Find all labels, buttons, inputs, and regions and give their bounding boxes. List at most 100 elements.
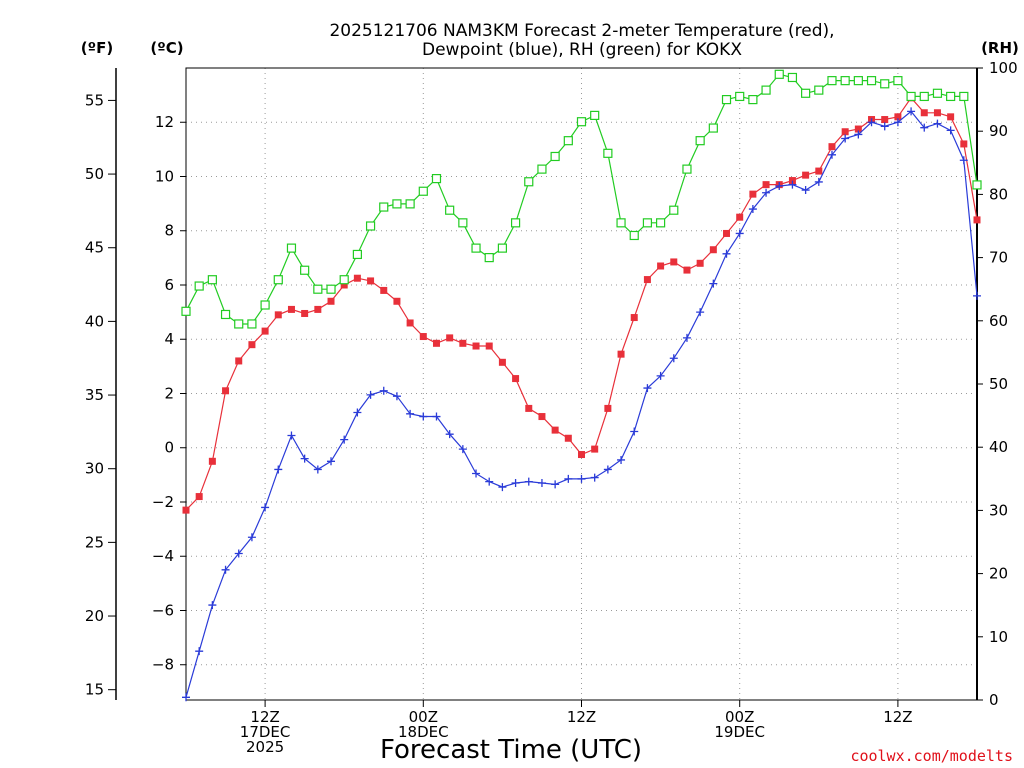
2-meter-temperature-point [630,314,638,322]
dewpoint-point [406,409,415,418]
relative-humidity-point [405,199,415,209]
relative-humidity-point [669,205,679,215]
dewpoint-point [458,445,467,454]
relative-humidity-point [959,91,969,102]
relative-humidity-point [576,117,587,127]
chart-title-line-2: Dewpoint (blue), RH (green) for KOKX [422,40,742,60]
2-meter-temperature-point [564,434,572,442]
celsius-tick-label: 6 [164,276,174,294]
x-tick-label: 2025 [246,738,284,756]
celsius-tick-label: 8 [164,222,174,240]
2-meter-temperature-point [222,387,230,395]
2-meter-temperature-point [591,445,599,453]
celsius-tick-label: −4 [152,547,174,565]
data-series [181,69,982,702]
relative-humidity-point [695,136,705,146]
dewpoint-point [669,354,678,363]
dewpoint-point [485,477,494,486]
relative-humidity-point [721,94,732,105]
dewpoint-point [551,480,560,489]
2-meter-temperature-point [788,177,796,185]
dewpoint-point [696,308,705,317]
dewpoint-point [841,134,850,143]
chart-title-line-1: 2025121706 NAM3KM Forecast 2-meter Tempe… [329,21,834,41]
dewpoint-point [854,130,863,139]
celsius-tick-label: 0 [164,439,174,457]
relative-humidity-point [458,218,468,228]
relative-humidity-point [590,110,600,121]
dewpoint-point [221,565,230,574]
2-meter-temperature-point [657,262,665,270]
dewpoint-point [762,188,771,197]
dewpoint-point [392,392,401,401]
relative-humidity-point [524,177,534,187]
x-tick-label: 18DEC [398,723,449,741]
2-meter-temperature-point [854,125,862,133]
2-meter-temperature-point [432,339,440,347]
relative-humidity-point [932,88,943,98]
relative-humidity-point [972,180,982,190]
relative-humidity-point [880,79,890,89]
relative-humidity-line [185,73,978,325]
x-tick-label: 00Z [409,708,438,726]
relative-humidity-point [181,306,191,316]
relative-humidity-point [431,174,442,184]
2-meter-temperature-point [314,305,322,313]
dewpoint-point [274,465,283,474]
2-meter-temperature-point [643,276,651,284]
rh-tick-label: 40 [989,438,1008,456]
relative-humidity-point [708,123,718,133]
axes: 152025303540455055−8−6−4−202468101201020… [85,59,1018,756]
2-meter-temperature-point [749,190,757,198]
dewpoint-point [366,390,375,399]
rh-tick-label: 100 [989,59,1018,77]
celsius-tick-label: 2 [164,384,174,402]
rh-tick-label: 10 [989,628,1008,646]
rh-tick-label: 0 [989,691,999,709]
2-meter-temperature-point [841,128,849,136]
dewpoint-point [814,177,823,186]
dewpoint-point [353,408,362,417]
relative-humidity-point [286,243,297,253]
2-meter-temperature-point [353,274,361,282]
celsius-unit-label: (ºC) [150,39,183,57]
2-meter-temperature-point [485,342,493,350]
fahrenheit-tick-label: 40 [85,312,104,330]
2-meter-temperature-point [248,341,256,349]
relative-humidity-point [247,319,257,329]
2-meter-temperature-point [960,140,968,148]
2-meter-temperature-point [182,506,190,514]
dewpoint-point [327,457,336,466]
dewpoint-point [722,249,731,258]
2-meter-temperature-point [274,311,282,319]
relative-humidity-point [234,319,244,329]
2-meter-temperature-point [933,109,941,117]
celsius-tick-label: −2 [152,493,174,511]
2-meter-temperature-point [472,342,480,350]
fahrenheit-tick-label: 30 [85,460,104,478]
rh-tick-label: 60 [989,312,1008,330]
x-tick-label: 19DEC [714,723,765,741]
relative-humidity-point [445,205,455,215]
fahrenheit-tick-label: 25 [85,533,104,551]
rh-tick-label: 30 [989,501,1008,519]
dewpoint-point [920,123,929,132]
dewpoint-point [472,469,481,478]
2-meter-temperature-point [195,493,203,501]
dewpoint-point [234,549,243,558]
2-meter-temperature-point [828,143,836,151]
dewpoint-point [867,118,876,127]
fahrenheit-tick-label: 20 [85,607,104,625]
x-axis-title: Forecast Time (UTC) [380,735,642,765]
dewpoint-point [603,465,612,474]
relative-humidity-point [801,88,811,98]
relative-humidity-point [735,91,745,102]
fahrenheit-tick-label: 45 [85,239,104,257]
dewpoint-point [709,279,718,288]
dewpoint-point [195,647,204,656]
dewpoint-point [827,150,836,159]
dewpoint-point [498,483,507,492]
2-meter-temperature-point [446,334,454,342]
2-meter-temperature-point [802,171,810,179]
2-meter-temperature-point [683,266,691,274]
